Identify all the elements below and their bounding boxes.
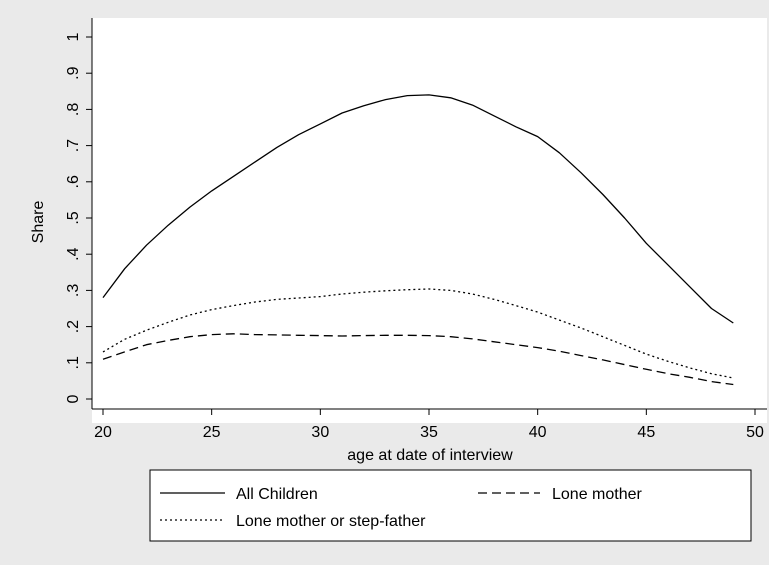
y-tick-label: 0 (65, 394, 82, 403)
y-tick-label: .1 (65, 356, 82, 369)
y-tick-label: 1 (65, 32, 82, 41)
plot-region (92, 18, 767, 423)
y-tick-label: .6 (65, 175, 82, 188)
series-line-all-children (102, 94, 734, 324)
axes: 20 25 30 35 40 45 50 0 .1 .2 .3 .4 .5 .6 .7 .8 .9 1 (65, 18, 767, 441)
x-tick-label: 20 (94, 424, 112, 441)
x-tick-label: 45 (637, 424, 655, 441)
x-tick-label: 30 (311, 424, 329, 441)
y-tick-label: .8 (65, 103, 82, 116)
legend: All Children Lone mother Lone mother or … (149, 469, 752, 542)
y-tick-label: .2 (65, 320, 82, 333)
y-tick-label: .9 (65, 66, 82, 79)
y-tick-label: .7 (65, 139, 82, 152)
x-tick-label: 40 (529, 424, 547, 441)
legend-label-all-children: All Children (236, 486, 318, 503)
x-tick-label: 35 (420, 424, 438, 441)
x-tick-label: 25 (203, 424, 221, 441)
y-tick-label: .3 (65, 284, 82, 297)
legend-label-lone-mother-or-step-father: Lone mother or step-father (236, 513, 426, 530)
x-tick-label: 50 (746, 424, 764, 441)
x-axis-label: age at date of interview (347, 447, 513, 464)
y-axis-label: Share (30, 201, 47, 244)
legend-label-lone-mother: Lone mother (552, 486, 643, 503)
legend-box (149, 469, 752, 542)
y-tick-label: .5 (65, 211, 82, 224)
y-tick-label: .4 (65, 247, 82, 260)
series-layer (102, 94, 734, 386)
